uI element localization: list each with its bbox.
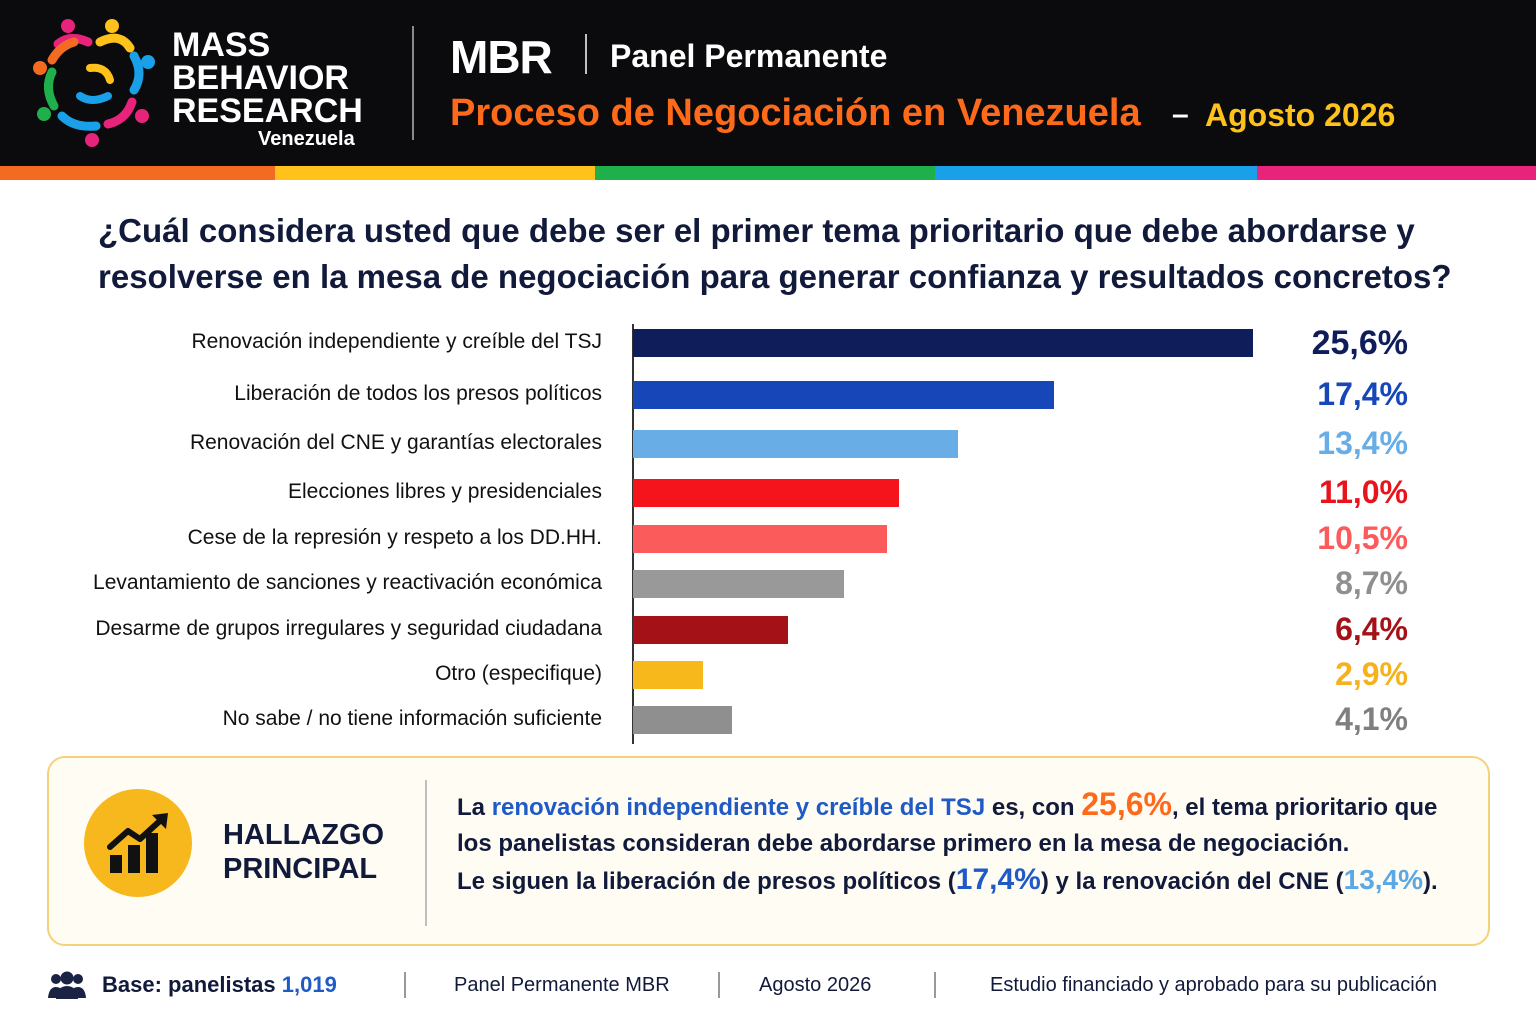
- bar: [633, 570, 844, 598]
- brand-country: Venezuela: [258, 128, 355, 150]
- brand-name-line-1: MASS: [172, 26, 271, 64]
- process-title: Proceso de Negociación en Venezuela: [450, 92, 1141, 134]
- sample-base: Base: panelistas 1,019: [102, 972, 337, 998]
- key-finding-box: HALLAZGO PRINCIPAL La renovación indepen…: [47, 756, 1490, 946]
- stripe-segment-pink: [1257, 166, 1536, 180]
- stripe-segment-blue: [935, 166, 1257, 180]
- stripe-segment-green: [595, 166, 935, 180]
- bar-chart: Renovación independiente y creíble del T…: [0, 310, 1536, 750]
- growth-chart-icon: [84, 789, 192, 897]
- category-label: No sabe / no tiene información suficient…: [222, 707, 602, 730]
- footer: Base: panelistas 1,019 Panel Permanente …: [0, 962, 1536, 1012]
- stripe-segment-yellow: [275, 166, 595, 180]
- header-divider: [412, 26, 414, 140]
- footer-panel: Panel Permanente MBR: [454, 974, 670, 996]
- category-label: Elecciones libres y presidenciales: [288, 480, 602, 503]
- finding-divider: [425, 780, 427, 926]
- finding-heading-line-2: PRINCIPAL: [223, 853, 378, 885]
- finding-text-6: ).: [1423, 868, 1438, 895]
- category-label: Desarme de grupos irregulares y segurida…: [95, 617, 602, 640]
- value-label: 2,9%: [1335, 656, 1408, 692]
- chart-axis-line: [632, 324, 634, 744]
- category-label: Otro (especifique): [435, 662, 602, 685]
- footer-note: Estudio financiado y aprobado para su pu…: [990, 974, 1437, 996]
- footer-divider: [404, 972, 406, 998]
- finding-text-1: La: [457, 794, 492, 821]
- footer-date: Agosto 2026: [759, 974, 872, 996]
- finding-value-cne: 13,4%: [1343, 864, 1424, 895]
- bar: [633, 329, 1253, 357]
- sample-base-value: 1,019: [281, 972, 337, 997]
- color-stripe: [0, 166, 1536, 180]
- finding-value-tsj: 25,6%: [1081, 786, 1172, 822]
- sample-base-label: Base: panelistas: [102, 972, 282, 997]
- category-label: Renovación independiente y creíble del T…: [191, 330, 602, 353]
- footer-divider: [718, 972, 720, 998]
- finding-heading-line-1: HALLAZGO: [223, 819, 385, 851]
- bar: [633, 381, 1054, 409]
- bar: [633, 661, 703, 689]
- header: MASS BEHAVIOR RESEARCH Venezuela MBR Pan…: [0, 0, 1536, 166]
- date-title: Agosto 2026: [1205, 97, 1396, 133]
- value-label: 8,7%: [1335, 565, 1408, 601]
- finding-text-4: Le siguen la liberación de presos políti…: [457, 868, 956, 895]
- finding-heading: HALLAZGO PRINCIPAL: [223, 818, 384, 886]
- value-label: 11,0%: [1319, 474, 1408, 510]
- value-label: 13,4%: [1317, 425, 1408, 461]
- finding-text-2: es, con: [985, 794, 1082, 821]
- finding-text-5: ) y la renovación del CNE (: [1040, 868, 1344, 895]
- brand-name-line-3: RESEARCH: [172, 92, 363, 130]
- category-label: Cese de la represión y respeto a los DD.…: [187, 526, 602, 549]
- brand-name-line-2: BEHAVIOR: [172, 59, 349, 97]
- footer-divider: [934, 972, 936, 998]
- survey-question: ¿Cuál considera usted que debe ser el pr…: [98, 212, 1452, 295]
- category-label: Levantamiento de sanciones y reactivació…: [93, 571, 602, 594]
- bar: [633, 706, 732, 734]
- value-label: 17,4%: [1317, 376, 1408, 412]
- bar: [633, 525, 887, 553]
- value-label: 6,4%: [1335, 611, 1408, 647]
- finding-value-presos: 17,4%: [955, 863, 1041, 896]
- bar: [633, 430, 958, 458]
- title-dash: –: [1172, 98, 1189, 131]
- stripe-segment-orange: [0, 166, 275, 180]
- finding-text-3: , el tema prioritario que los panelistas…: [457, 794, 1438, 857]
- title-separator: [585, 34, 587, 74]
- value-label: 4,1%: [1335, 701, 1408, 737]
- value-label: 10,5%: [1317, 520, 1408, 556]
- finding-text: La renovación independiente y creíble de…: [457, 786, 1457, 900]
- bar: [633, 479, 899, 507]
- finding-highlight-tsj: renovación independiente y creíble del T…: [491, 794, 986, 821]
- category-label: Renovación del CNE y garantías electoral…: [189, 431, 602, 454]
- mbr-logo-icon: [33, 19, 155, 147]
- panel-title: Panel Permanente: [610, 38, 888, 74]
- bar: [633, 616, 788, 644]
- mbr-title: MBR: [450, 31, 553, 83]
- people-icon: [48, 971, 86, 999]
- category-label: Liberación de todos los presos políticos: [234, 382, 602, 405]
- value-label: 25,6%: [1311, 324, 1408, 362]
